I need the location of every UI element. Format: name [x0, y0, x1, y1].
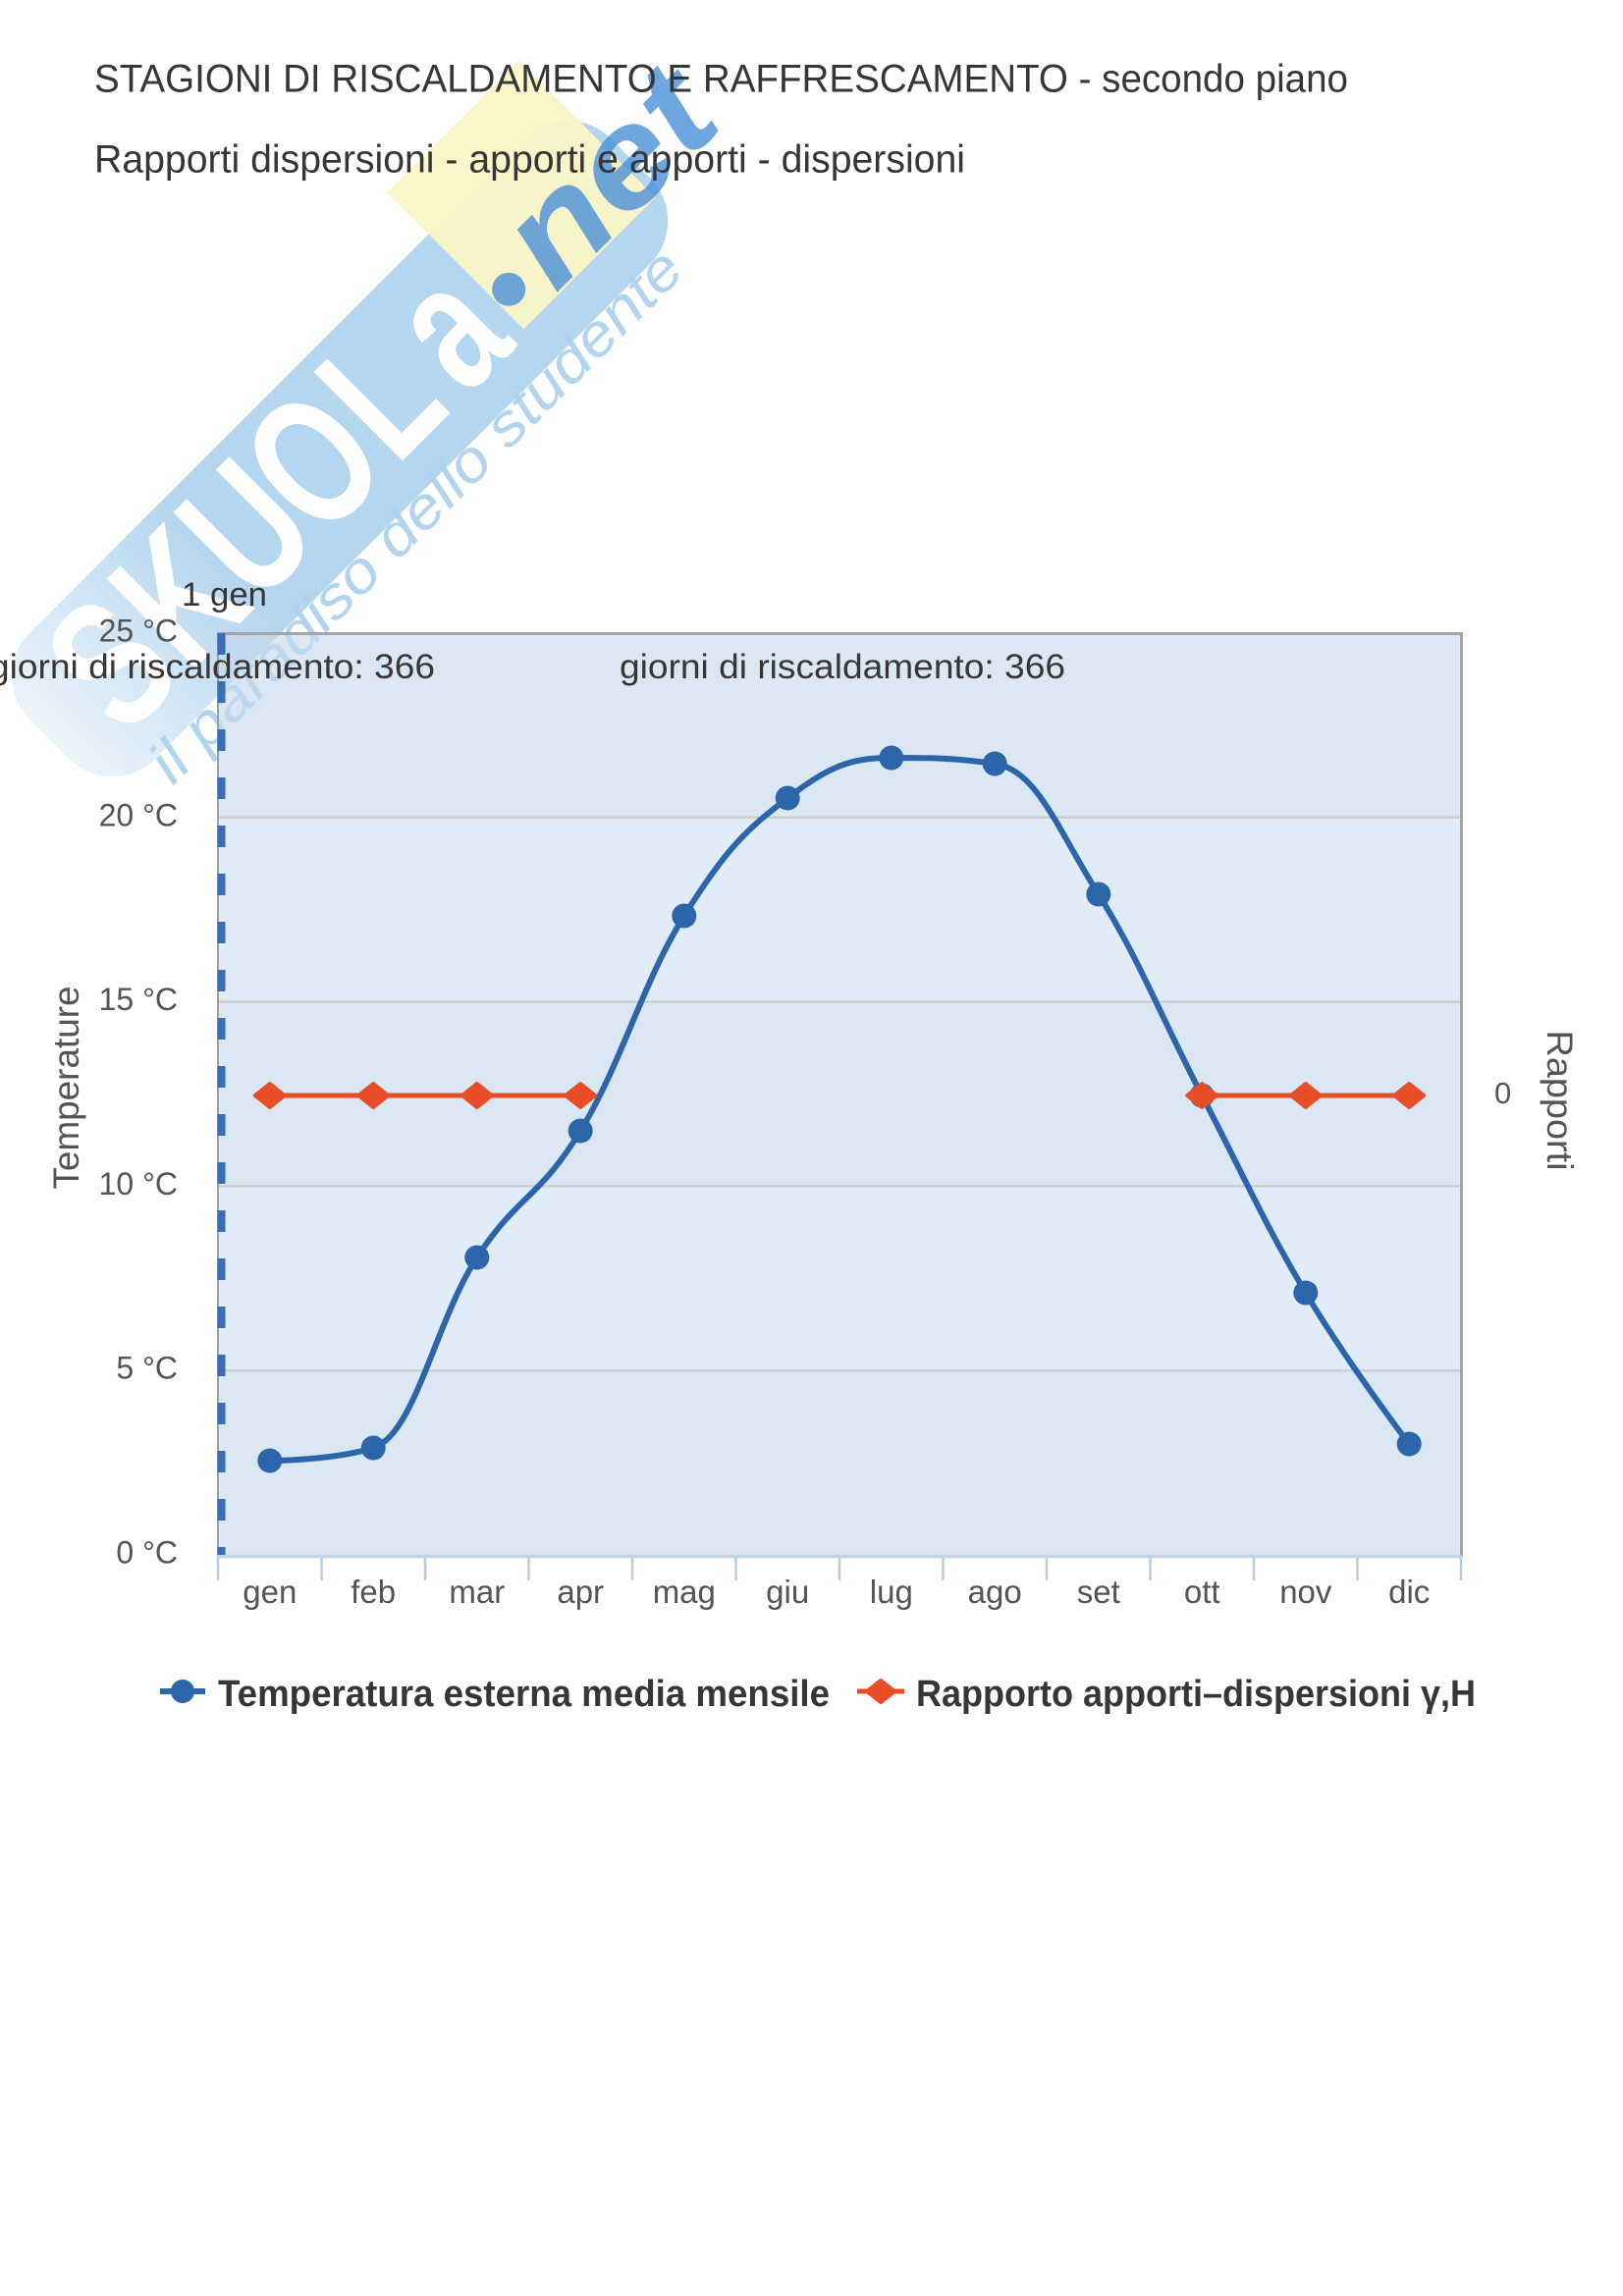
svg-text:0: 0 — [1494, 1076, 1511, 1110]
svg-text:giu: giu — [766, 1574, 809, 1610]
svg-text:Rapporto apporti–dispersioni γ: Rapporto apporti–dispersioni γ,H — [916, 1674, 1476, 1715]
svg-text:0 °C: 0 °C — [116, 1535, 178, 1571]
svg-text:gen: gen — [243, 1574, 297, 1610]
svg-text:Rapporti dispersioni - apporti: Rapporti dispersioni - apporti e apporti… — [94, 138, 965, 182]
svg-text:Temperatura esterna media mens: Temperatura esterna media mensile — [218, 1674, 830, 1715]
svg-text:1 gen: 1 gen — [182, 576, 267, 614]
svg-text:Temperature: Temperature — [46, 987, 86, 1190]
svg-text:ott: ott — [1184, 1574, 1220, 1610]
svg-text:set: set — [1077, 1574, 1120, 1610]
svg-text:mag: mag — [653, 1574, 716, 1610]
svg-text:dic: dic — [1388, 1574, 1430, 1610]
svg-text:feb: feb — [351, 1574, 396, 1610]
svg-text:STAGIONI DI RISCALDAMENTO E RA: STAGIONI DI RISCALDAMENTO E RAFFRESCAMEN… — [94, 58, 1348, 101]
svg-text:nov: nov — [1279, 1574, 1332, 1610]
svg-text:Rapporti: Rapporti — [1540, 1031, 1580, 1171]
svg-text:mar: mar — [449, 1574, 505, 1610]
svg-text:lug: lug — [870, 1574, 913, 1610]
svg-text:25 °C: 25 °C — [99, 614, 178, 649]
svg-text:20 °C: 20 °C — [99, 797, 178, 832]
svg-text:apr: apr — [557, 1574, 604, 1610]
svg-text:15 °C: 15 °C — [99, 982, 178, 1017]
svg-text:5 °C: 5 °C — [116, 1351, 178, 1386]
svg-text:giorni di riscaldamento: 366: giorni di riscaldamento: 366 — [620, 648, 1065, 686]
svg-text:ago: ago — [968, 1574, 1022, 1610]
svg-text:giorni di riscaldamento: 366: giorni di riscaldamento: 366 — [0, 648, 435, 686]
svg-text:10 °C: 10 °C — [99, 1166, 178, 1201]
